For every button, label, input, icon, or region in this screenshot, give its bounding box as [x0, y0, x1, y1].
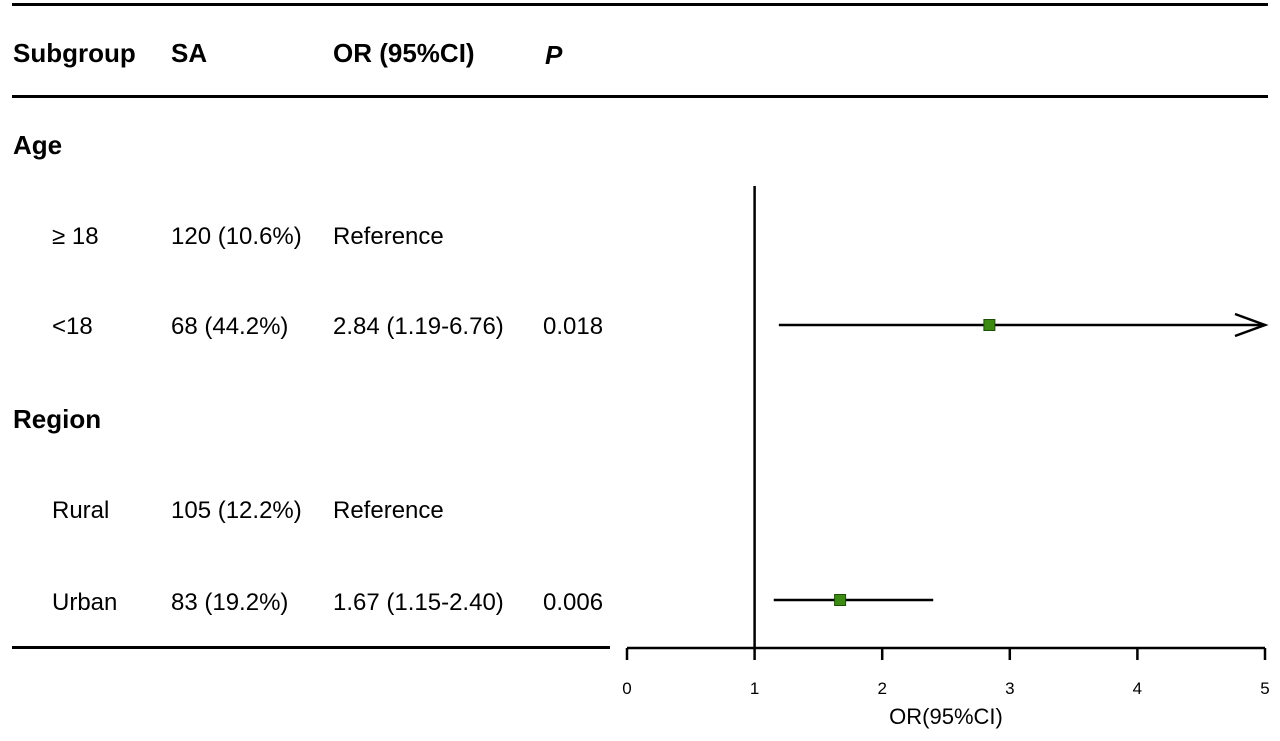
- or-point-marker: [834, 594, 847, 606]
- x-tick-label: 2: [877, 679, 886, 698]
- row-p: 0.018: [543, 313, 604, 340]
- row-or: 1.67 (1.15-2.40): [333, 589, 504, 616]
- bottom-rule: [12, 646, 610, 649]
- top-rule: [12, 3, 1268, 6]
- header-p: P: [545, 40, 563, 70]
- row-label: Rural: [52, 497, 110, 524]
- row-sa: 68 (44.2%): [171, 313, 289, 340]
- header-subgroup: Subgroup: [13, 38, 136, 68]
- row-p: 0.006: [543, 589, 604, 616]
- group-label-region: Region: [13, 404, 102, 434]
- row-or: 2.84 (1.19-6.76): [333, 313, 504, 340]
- row-sa: 120 (10.6%): [171, 223, 302, 250]
- header-sa: SA: [171, 38, 208, 68]
- x-tick-label: 0: [622, 679, 631, 698]
- x-tick-label: 4: [1133, 679, 1142, 698]
- row-label: Urban: [52, 589, 118, 616]
- x-axis-title: OR(95%CI): [889, 704, 1003, 729]
- x-tick-label: 5: [1260, 679, 1269, 698]
- row-label: ≥ 18: [52, 223, 99, 250]
- ci-arrow: [1234, 312, 1269, 338]
- header-or: OR (95%CI): [333, 38, 475, 68]
- row-or: Reference: [333, 223, 444, 250]
- x-tick-label: 1: [750, 679, 759, 698]
- row-or: Reference: [333, 497, 444, 524]
- header-rule: [12, 95, 1268, 98]
- or-point-marker: [983, 319, 996, 331]
- row-label: <18: [52, 313, 93, 340]
- group-label-age: Age: [13, 130, 63, 160]
- row-sa: 83 (19.2%): [171, 589, 289, 616]
- row-sa: 105 (12.2%): [171, 497, 302, 524]
- x-tick-label: 3: [1005, 679, 1014, 698]
